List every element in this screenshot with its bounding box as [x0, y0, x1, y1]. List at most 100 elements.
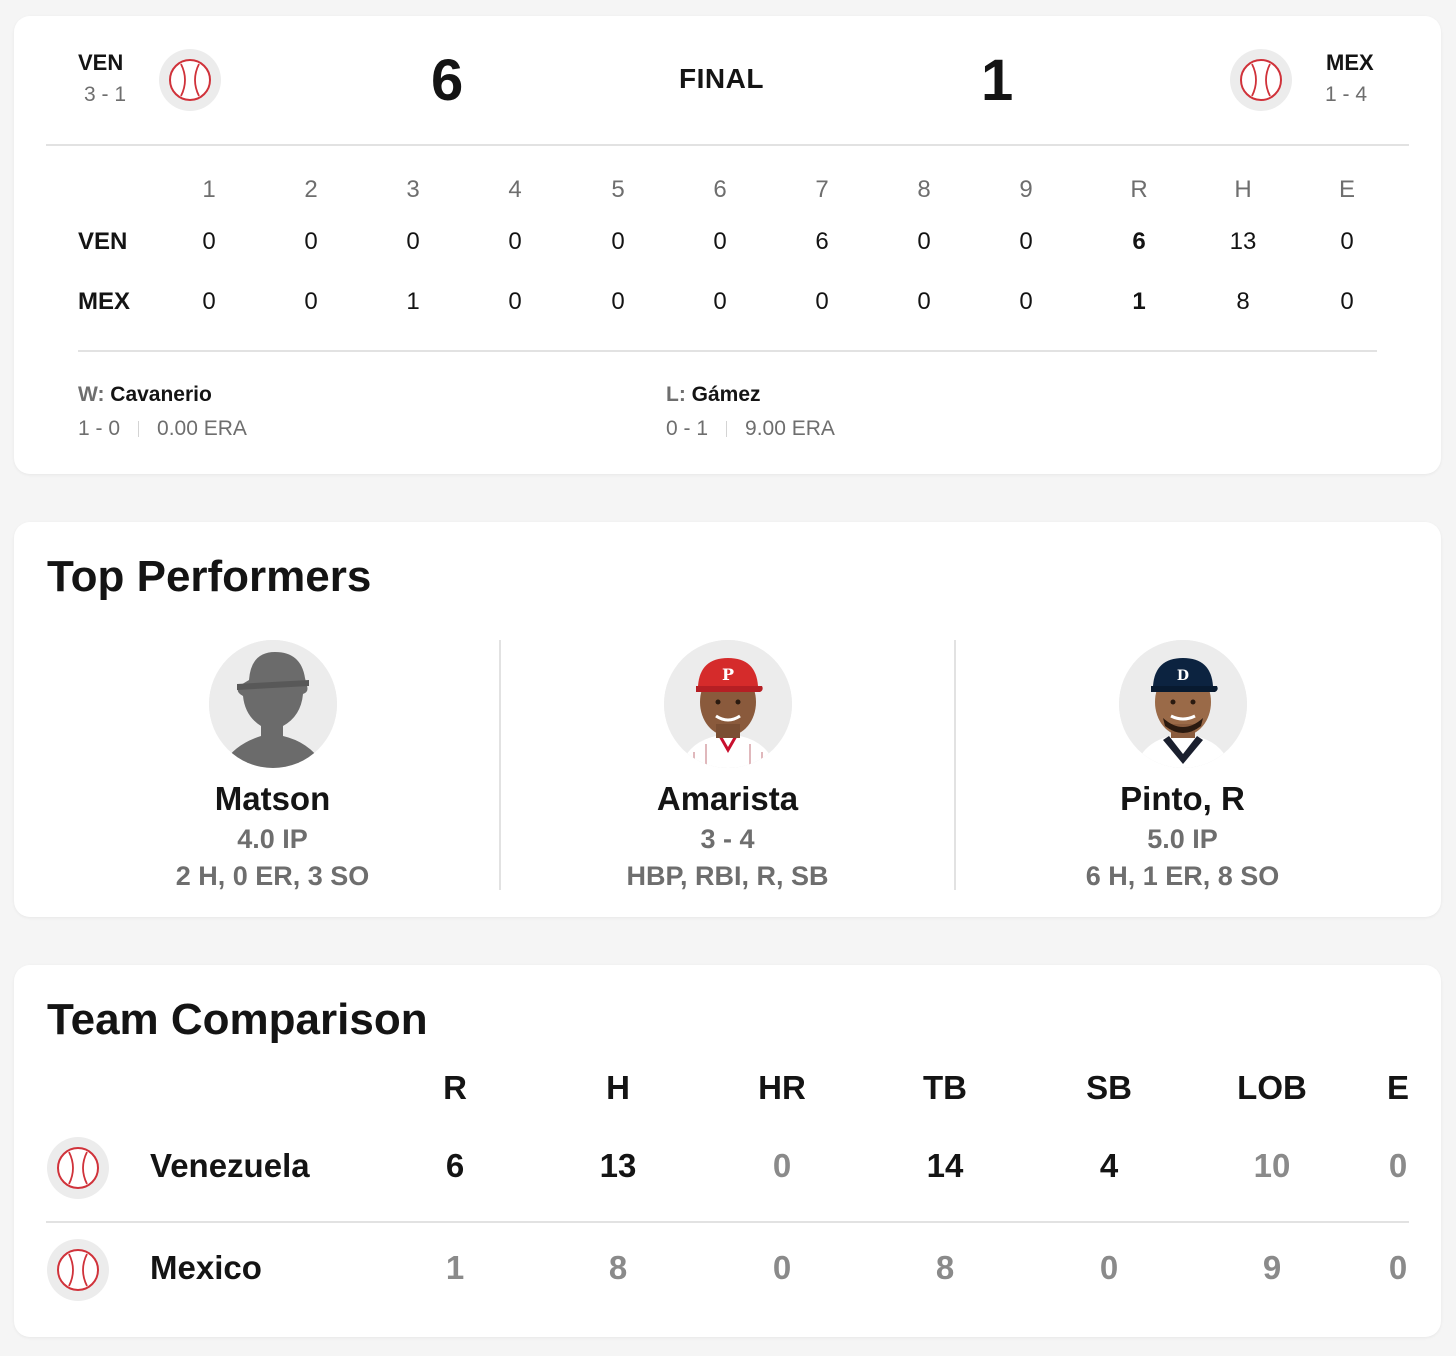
player-stat-primary: 3 - 4	[700, 824, 755, 854]
comparison-cell: 0	[1388, 1147, 1408, 1184]
comparison-team-name[interactable]: Venezuela	[150, 1147, 310, 1184]
linescore-cell: 0	[917, 288, 931, 315]
comparison-cell: 9	[1262, 1249, 1282, 1286]
loss-prefix: L:	[666, 383, 686, 406]
game-status: FINAL	[679, 63, 764, 94]
divider	[499, 640, 501, 890]
comparison-cell: 6	[445, 1147, 465, 1184]
baseball-icon	[57, 1147, 99, 1189]
linescore-header-8: 8	[917, 176, 931, 203]
linescore-cell: 1	[1132, 288, 1146, 315]
home-score: 1	[981, 48, 1014, 113]
linescore-cell: 0	[1019, 288, 1033, 315]
losing-pitcher[interactable]: L: Gámez	[666, 383, 761, 407]
linescore-cell: 6	[1132, 228, 1146, 255]
comparison-cell: 1	[445, 1249, 465, 1286]
comparison-cell: 0	[772, 1147, 792, 1184]
linescore-header-1: 1	[202, 176, 216, 203]
player-headshot: P	[663, 640, 792, 768]
losing-pitcher-name: Gámez	[691, 383, 761, 406]
team-logo[interactable]	[47, 1239, 109, 1301]
linescore-header-4: 4	[508, 176, 522, 203]
separator	[726, 421, 728, 438]
winning-pitcher-stats: 1 - 0 0.00 ERA	[78, 417, 247, 441]
home-team-record: 1 - 4	[1325, 83, 1368, 106]
baseball-icon	[57, 1249, 99, 1291]
linescore-cell: 1	[406, 288, 420, 315]
team-comparison-card: Team Comparison R H HR TB SB LOB E Venezuela 6 13…	[14, 965, 1441, 1337]
comparison-header-sb: SB	[1086, 1069, 1132, 1106]
linescore-cell: 0	[202, 288, 216, 315]
linescore-cell: 0	[202, 228, 216, 255]
linescore-cell: 0	[1340, 228, 1354, 255]
linescore-cell: 0	[1340, 288, 1354, 315]
svg-text:D: D	[1176, 668, 1188, 684]
divider	[46, 144, 1409, 146]
divider	[46, 1221, 1409, 1223]
player-stat-primary: 5.0 IP	[1147, 824, 1218, 854]
loss-record: 0 - 1	[666, 417, 709, 440]
comparison-cell: 14	[926, 1147, 964, 1184]
player-stat-primary: 4.0 IP	[237, 824, 308, 854]
linescore-cell: 0	[1019, 228, 1033, 255]
player-headshot: D	[1118, 640, 1247, 768]
divider	[78, 350, 1377, 352]
comparison-header-r: R	[443, 1069, 467, 1106]
svg-text:P: P	[721, 665, 733, 684]
linescore-cell: 6	[815, 228, 829, 255]
performer-card[interactable]: Matson 4.0 IP 2 H, 0 ER, 3 SO	[45, 640, 500, 892]
performer-card[interactable]: D Pinto, R 5.0 IP 6 H, 1 ER, 8 SO	[955, 640, 1410, 892]
team-logo[interactable]	[47, 1137, 109, 1199]
comparison-header-hr: HR	[758, 1069, 806, 1106]
linescore-header-2: 2	[304, 176, 318, 203]
losing-pitcher-stats: 0 - 1 9.00 ERA	[666, 417, 835, 441]
player-navy-cap-icon: D	[1118, 640, 1247, 768]
player-stat-secondary: 6 H, 1 ER, 8 SO	[1085, 861, 1280, 891]
player-stat-secondary: 2 H, 0 ER, 3 SO	[175, 861, 370, 891]
top-performers-card: Top Performers Matson 4.0 IP 2 H, 0 ER, …	[14, 522, 1441, 917]
linescore-cell: 0	[917, 228, 931, 255]
linescore-cell: 8	[1236, 288, 1250, 315]
linescore-cell: 0	[508, 228, 522, 255]
linescore-team-ven: VEN	[78, 228, 128, 255]
comparison-cell: 10	[1253, 1147, 1291, 1184]
linescore-cell: 0	[611, 288, 625, 315]
loss-era: 9.00 ERA	[745, 417, 835, 440]
comparison-header-tb: TB	[923, 1069, 967, 1106]
player-name: Matson	[214, 780, 331, 817]
winning-pitcher[interactable]: W: Cavanerio	[78, 383, 212, 407]
comparison-cell: 4	[1099, 1147, 1119, 1184]
linescore-cell: 0	[304, 288, 318, 315]
comparison-cell: 8	[935, 1249, 955, 1286]
comparison-cell: 8	[608, 1249, 628, 1286]
linescore-cell: 13	[1229, 228, 1257, 255]
linescore-header-e: E	[1338, 176, 1355, 203]
winning-pitcher-name: Cavanerio	[110, 383, 212, 406]
linescore-header-7: 7	[815, 176, 829, 203]
player-name: Pinto, R	[1120, 780, 1245, 817]
away-team-abbr: VEN	[78, 50, 124, 75]
section-title: Team Comparison	[47, 995, 428, 1044]
away-score: 6	[431, 48, 464, 113]
home-team-abbr: MEX	[1326, 50, 1374, 75]
away-team-logo[interactable]	[159, 49, 221, 111]
separator	[138, 421, 140, 438]
linescore-cell: 0	[611, 228, 625, 255]
linescore-header-3: 3	[406, 176, 420, 203]
linescore-header-h: H	[1234, 176, 1252, 203]
comparison-cell: 0	[772, 1249, 792, 1286]
divider	[954, 640, 956, 890]
player-red-cap-icon: P	[663, 640, 792, 768]
player-stat-secondary: HBP, RBI, R, SB	[626, 861, 829, 891]
comparison-team-name[interactable]: Mexico	[150, 1249, 262, 1286]
baseball-icon	[1240, 59, 1282, 101]
comparison-header-h: H	[606, 1069, 630, 1106]
linescore-cell: 0	[815, 288, 829, 315]
win-record: 1 - 0	[78, 417, 121, 440]
performer-card[interactable]: P Amarista 3 - 4 HBP, RBI, R, SB	[500, 640, 955, 892]
win-prefix: W:	[78, 383, 105, 406]
linescore-team-mex: MEX	[78, 288, 131, 315]
player-name: Amarista	[656, 780, 799, 817]
linescore-header-r: R	[1130, 176, 1148, 203]
home-team-logo[interactable]	[1230, 49, 1292, 111]
